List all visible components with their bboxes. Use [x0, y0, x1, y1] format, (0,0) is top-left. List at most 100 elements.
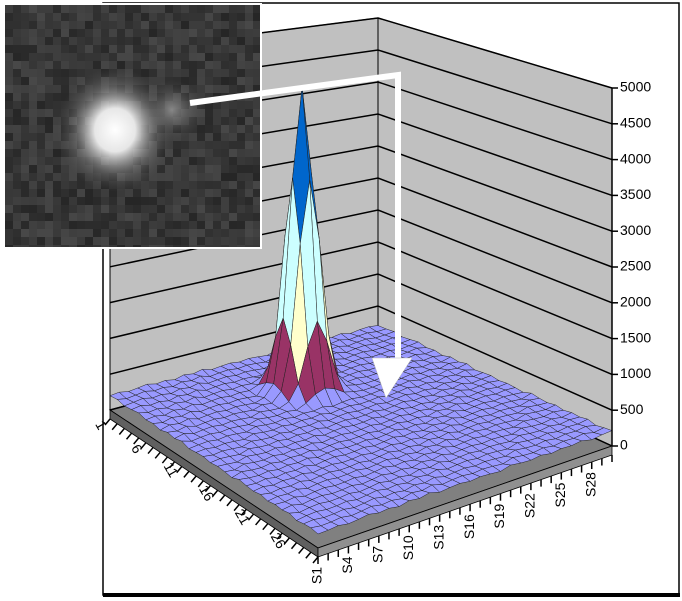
inset-pixel [109, 221, 117, 229]
inset-pixel [237, 85, 245, 93]
inset-pixel [21, 21, 29, 29]
inset-pixel [213, 85, 221, 93]
inset-pixel [157, 213, 165, 221]
inset-pixel [133, 61, 141, 69]
inset-pixel [5, 181, 13, 189]
inset-pixel [229, 237, 237, 245]
inset-pixel [85, 229, 93, 237]
inset-pixel [125, 213, 133, 221]
inset-pixel [221, 53, 229, 61]
inset-pixel [5, 149, 13, 157]
inset-pixel [69, 45, 77, 53]
inset-pixel [53, 229, 61, 237]
inset-pixel [157, 221, 165, 229]
inset-pixel [85, 197, 93, 205]
inset-pixel [77, 205, 85, 213]
inset-pixel [45, 181, 53, 189]
inset-pixel [61, 69, 69, 77]
inset-pixel [205, 45, 213, 53]
inset-pixel [237, 37, 245, 45]
inset-pixel [5, 197, 13, 205]
inset-pixel [77, 213, 85, 221]
z-tick-label: 2000 [620, 294, 651, 310]
inset-pixel [173, 221, 181, 229]
inset-pixel [29, 205, 37, 213]
inset-pixel [29, 197, 37, 205]
z-tick-label: 2500 [620, 258, 651, 274]
inset-pixel [197, 221, 205, 229]
inset-pixel [125, 29, 133, 37]
inset-pixel [237, 61, 245, 69]
inset-pixel [205, 5, 213, 13]
inset-pixel [157, 21, 165, 29]
inset-pixel [53, 181, 61, 189]
inset-pixel [29, 141, 37, 149]
inset-pixel [173, 21, 181, 29]
inset-pixel [45, 149, 53, 157]
inset-pixel [205, 117, 213, 125]
inset-pixel [149, 197, 157, 205]
inset-pixel [101, 29, 109, 37]
inset-pixel [53, 77, 61, 85]
inset-pixel [77, 29, 85, 37]
inset-pixel [229, 189, 237, 197]
inset-pixel [37, 93, 45, 101]
column-label: S13 [430, 525, 446, 550]
inset-pixel [141, 37, 149, 45]
inset-pixel [189, 181, 197, 189]
inset-pixel [21, 109, 29, 117]
row-tick-mark [306, 552, 311, 558]
inset-pixel [5, 45, 13, 53]
inset-pixel [229, 197, 237, 205]
inset-pixel [45, 197, 53, 205]
inset-pixel [141, 61, 149, 69]
inset-pixel [13, 109, 21, 117]
inset-pixel [21, 125, 29, 133]
inset-pixel [205, 189, 213, 197]
inset-pixel [181, 53, 189, 61]
inset-pixel [245, 237, 253, 245]
inset-pixel [149, 205, 157, 213]
inset-pixel [181, 221, 189, 229]
inset-pixel [53, 53, 61, 61]
inset-pixel [61, 61, 69, 69]
inset-pixel [245, 5, 253, 13]
inset-pixel [133, 53, 141, 61]
inset-pixel [213, 229, 221, 237]
inset-pixel [189, 221, 197, 229]
inset-pixel [29, 189, 37, 197]
inset-pixel [61, 13, 69, 21]
inset-pixel [101, 61, 109, 69]
inset-pixel [133, 13, 141, 21]
inset-pixel [181, 229, 189, 237]
inset-pixel [21, 61, 29, 69]
inset-pixel [157, 53, 165, 61]
inset-pixel [237, 101, 245, 109]
inset-pixel [181, 61, 189, 69]
z-tick-label: 1500 [620, 329, 651, 345]
inset-pixel [141, 21, 149, 29]
inset-pixel [37, 149, 45, 157]
inset-pixel [125, 205, 133, 213]
inset-pixel [205, 157, 213, 165]
inset-pixel [181, 189, 189, 197]
inset-pixel [61, 205, 69, 213]
inset-pixel [149, 221, 157, 229]
inset-pixel [253, 165, 261, 173]
inset-pixel [189, 141, 197, 149]
inset-pixel [221, 61, 229, 69]
inset-pixel [21, 13, 29, 21]
inset-pixel [141, 5, 149, 13]
inset-pixel [245, 117, 253, 125]
inset-pixel [245, 37, 253, 45]
inset-pixel [245, 165, 253, 173]
inset-pixel [173, 13, 181, 21]
inset-pixel [101, 197, 109, 205]
inset-pixel [53, 29, 61, 37]
inset-pixel [37, 181, 45, 189]
row-tick-mark [162, 457, 167, 463]
inset-pixel [149, 37, 157, 45]
inset-pixel [245, 77, 253, 85]
inset-pixel [29, 165, 37, 173]
inset-pixel [197, 53, 205, 61]
